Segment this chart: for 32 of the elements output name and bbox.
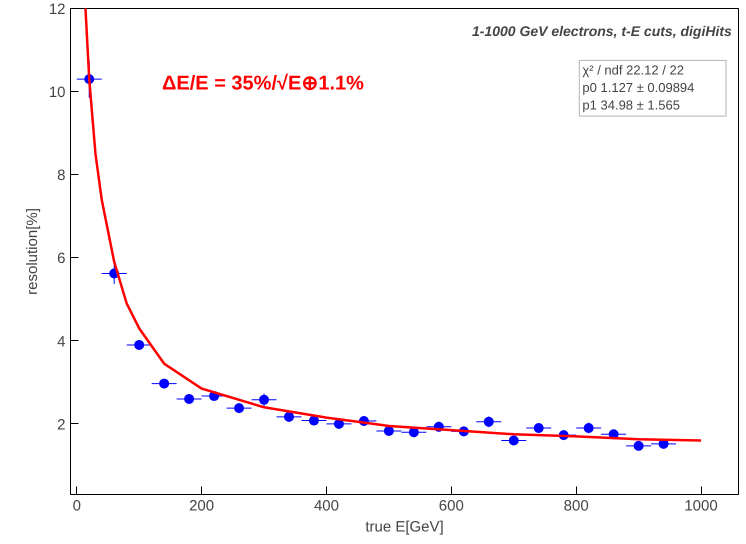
y-axis-title: resolution[%] xyxy=(24,208,41,295)
point xyxy=(184,394,194,404)
point xyxy=(634,440,644,451)
x-tick-label: 0 xyxy=(72,498,81,514)
point xyxy=(384,426,394,436)
y-tick-label: 6 xyxy=(57,250,66,268)
y-tick-label: 2 xyxy=(57,416,66,434)
text: 1-1000 GeV electrons, t-E cuts, digiHits xyxy=(472,23,732,40)
annotation: χ² / ndf 22.12 / 22 xyxy=(582,62,684,78)
point xyxy=(308,416,319,426)
point xyxy=(508,436,519,446)
y-tick-label: 8 xyxy=(57,167,66,184)
point xyxy=(259,394,270,405)
point xyxy=(584,423,594,434)
point xyxy=(134,340,144,350)
x-tick-label: 200 xyxy=(189,498,214,514)
x-tick-label: 800 xyxy=(564,498,589,514)
annotation: p1 34.98 ± 1.565 xyxy=(582,97,680,112)
y-tick-label: 12 xyxy=(48,1,66,18)
x-tick-label: 600 xyxy=(438,498,464,514)
point xyxy=(159,378,170,389)
point xyxy=(234,403,244,414)
x-axis-title: true E[GeV] xyxy=(365,518,444,536)
point xyxy=(484,416,494,427)
annotation: ΔE/E = 35%/√E⊕1.1% xyxy=(162,72,364,94)
annotation: p0 1.127 ± 0.09894 xyxy=(582,80,694,95)
point xyxy=(534,423,544,434)
point xyxy=(284,412,294,422)
x-tick-label: 1000 xyxy=(684,498,718,514)
y-tick-label: 10 xyxy=(48,84,66,102)
x-tick-label: 400 xyxy=(314,498,339,514)
y-tick-label: 4 xyxy=(57,333,66,350)
